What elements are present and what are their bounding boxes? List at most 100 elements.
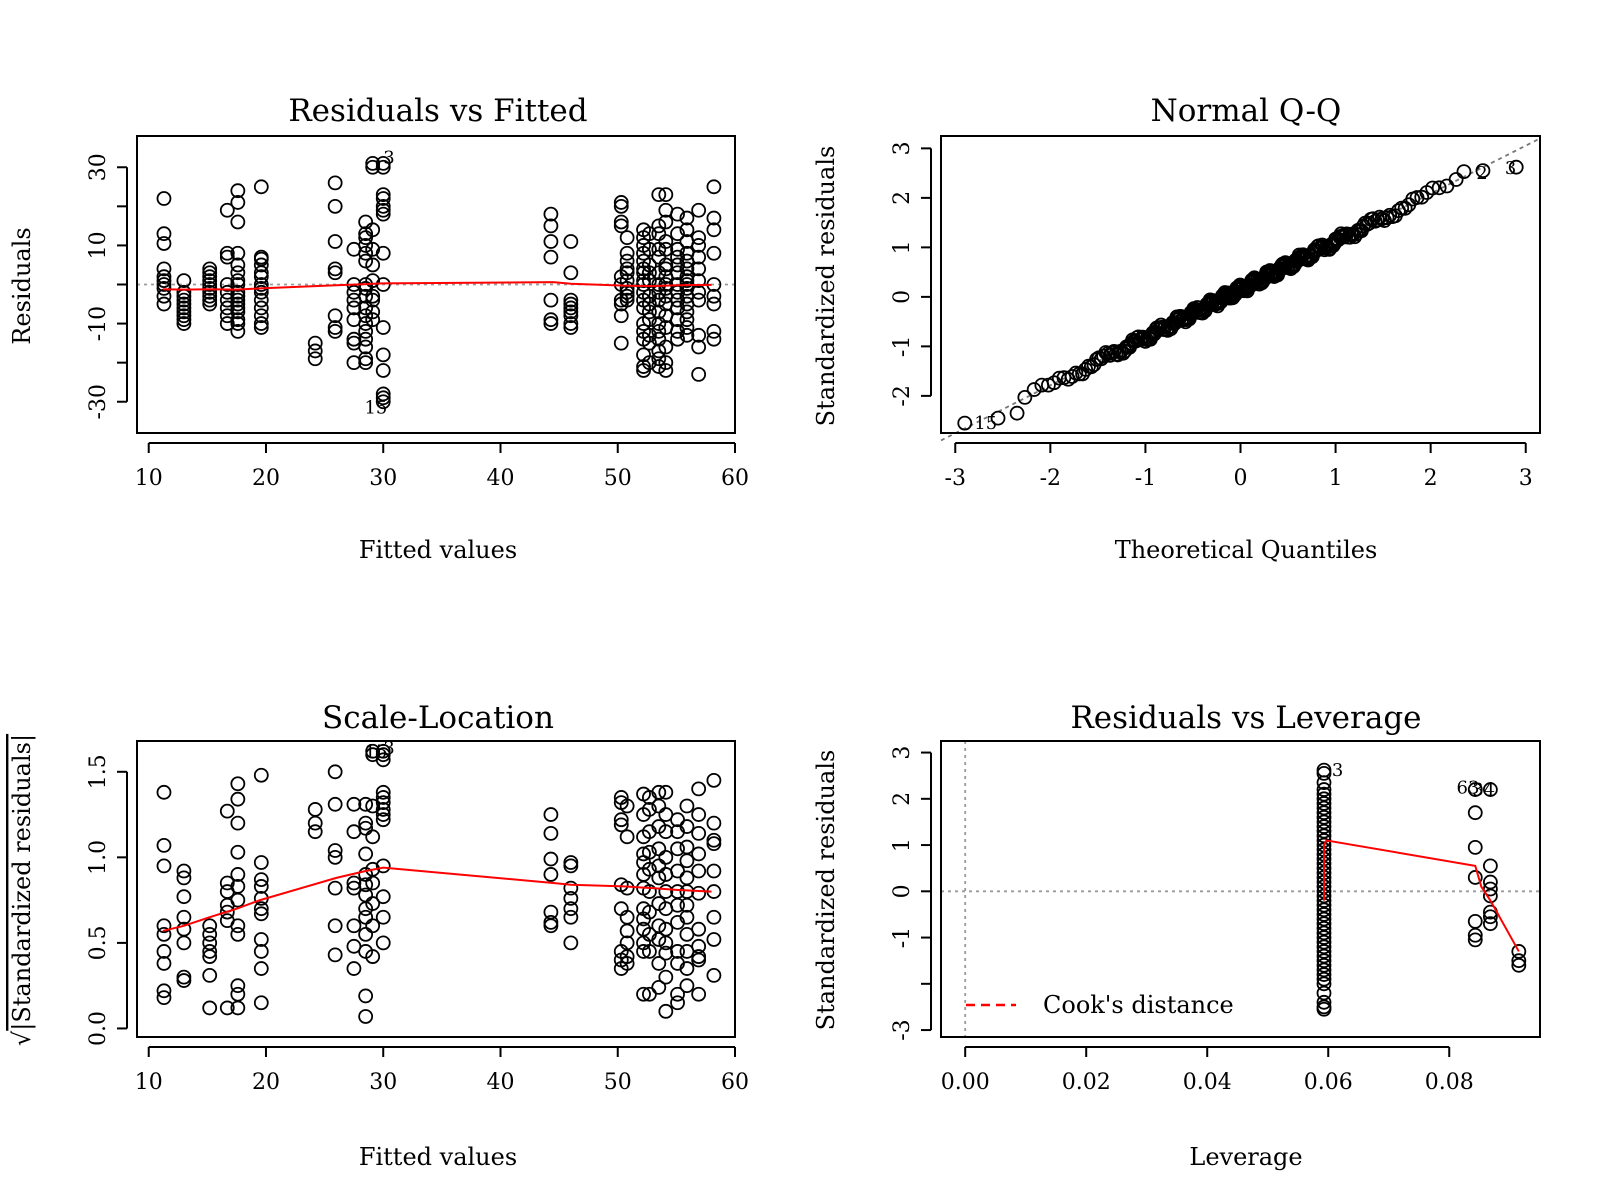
rvf-data-point xyxy=(706,323,722,339)
sl-data-point xyxy=(365,875,381,891)
rvf-data-point xyxy=(658,234,674,249)
rvl-data-point xyxy=(1316,762,1332,778)
rvf-data-point xyxy=(658,339,674,355)
rvl-point-label: 63 xyxy=(1457,777,1480,798)
qq-data-point xyxy=(1456,164,1472,180)
sl-data-point xyxy=(156,944,172,959)
sl-data-point xyxy=(346,961,362,976)
sl-data-point xyxy=(365,829,381,845)
rvf-data-point xyxy=(670,249,685,265)
sl-data-point xyxy=(307,815,323,831)
rvf-data-point xyxy=(358,316,374,331)
rvf-data-point xyxy=(230,195,246,210)
rvf-data-point xyxy=(375,347,391,363)
rvf-data-point xyxy=(230,323,246,339)
sl-data-point xyxy=(202,918,218,934)
qq-point-label: 15 xyxy=(974,413,997,434)
qq-x-tick-label: 3 xyxy=(1519,466,1533,491)
rvf-data-point xyxy=(176,292,192,308)
rvf-data-point xyxy=(691,261,707,277)
rvf-data-point xyxy=(156,236,172,251)
rvf-data-point xyxy=(202,277,218,292)
sl-point-label: 3 xyxy=(383,738,394,759)
qq-data-point xyxy=(1439,178,1455,194)
sl-data-point xyxy=(230,815,246,831)
sl-data-point xyxy=(358,815,374,831)
rvf-data-point xyxy=(613,218,629,234)
rvf-data-point xyxy=(365,257,381,273)
sl-data-point xyxy=(658,884,674,899)
rvf-data-point xyxy=(230,316,246,331)
sl-data-point xyxy=(691,952,707,968)
rvl-x-tick-label: 0.04 xyxy=(1183,1070,1232,1095)
sl-smooth-line xyxy=(162,866,712,932)
rvf-x-axis-label: Fitted values xyxy=(359,536,517,564)
rvf-smooth-line xyxy=(162,281,712,291)
sl-data-point xyxy=(358,926,374,942)
sl-data-point xyxy=(375,909,391,925)
sl-data-point xyxy=(691,781,707,797)
sl-data-point xyxy=(375,807,391,822)
qq-x-tick-label: 0 xyxy=(1234,466,1248,491)
sl-data-point xyxy=(691,825,707,841)
rvl-y-tick-label: -3 xyxy=(890,1019,915,1040)
rvf-data-point xyxy=(679,320,695,335)
sl-data-point xyxy=(636,846,651,862)
rvf-data-point xyxy=(327,175,343,191)
sl-data-point xyxy=(230,867,246,882)
rvf-data-point xyxy=(358,245,374,261)
residuals-vs-leverage-panel: Residuals vs Leverage Leverage Standardi… xyxy=(812,700,1541,1171)
sl-data-point xyxy=(156,837,172,853)
rvf-y-tick-label: -10 xyxy=(86,306,111,341)
sl-x-tick-label: 30 xyxy=(369,1070,397,1095)
sl-data-point xyxy=(358,796,374,812)
rvl-plot-frame xyxy=(940,740,1541,1038)
sl-data-point xyxy=(619,949,635,964)
rvf-data-point xyxy=(642,265,657,281)
qq-title: Normal Q-Q xyxy=(1151,93,1342,129)
rvl-x-axis-label: Leverage xyxy=(1189,1143,1302,1171)
rvf-data-point xyxy=(691,249,707,265)
rvf-data-point xyxy=(706,288,722,304)
qq-x-tick-label: -2 xyxy=(1040,466,1061,491)
qq-y-tick-label: 3 xyxy=(890,141,915,155)
sl-y-tick-label: 0.5 xyxy=(86,925,111,960)
rvf-data-point xyxy=(679,312,695,328)
sl-data-point xyxy=(706,909,722,925)
sl-data-point xyxy=(253,855,269,870)
rvf-data-point xyxy=(230,284,246,300)
rvf-data-point xyxy=(670,300,685,316)
rvf-data-point xyxy=(346,300,362,316)
sl-y-tick-label: 0.0 xyxy=(86,1011,111,1046)
rvl-title: Residuals vs Leverage xyxy=(1070,700,1421,736)
sl-data-point xyxy=(679,839,695,855)
sl-data-point xyxy=(156,918,172,934)
rvf-data-point xyxy=(658,257,674,273)
rvf-data-point xyxy=(307,343,323,359)
sl-data-point xyxy=(253,995,269,1011)
sl-data-point xyxy=(658,935,674,951)
rvf-data-point xyxy=(358,331,374,347)
rvf-data-point xyxy=(202,269,218,285)
sl-data-point xyxy=(230,1000,246,1016)
rvf-data-point xyxy=(375,363,391,378)
sl-data-point xyxy=(253,961,269,976)
sl-data-point xyxy=(670,944,685,959)
sl-data-point xyxy=(651,956,667,971)
rvf-data-point xyxy=(619,261,635,277)
rvf-data-point xyxy=(658,355,674,371)
sl-data-point xyxy=(543,825,559,841)
rvf-data-point xyxy=(346,331,362,347)
sl-data-point xyxy=(563,935,579,951)
sl-data-point xyxy=(619,923,635,939)
sl-data-point xyxy=(691,885,707,901)
sl-data-point xyxy=(253,879,269,894)
sl-data-point xyxy=(176,909,192,925)
qq-data-point xyxy=(1448,172,1464,187)
rvf-data-point xyxy=(365,288,381,304)
rvl-data-point xyxy=(1467,805,1483,821)
rvf-data-point xyxy=(253,320,269,335)
sl-data-point xyxy=(219,904,235,920)
qq-x-tick-label: 1 xyxy=(1329,466,1343,491)
rvf-data-point xyxy=(651,323,667,339)
